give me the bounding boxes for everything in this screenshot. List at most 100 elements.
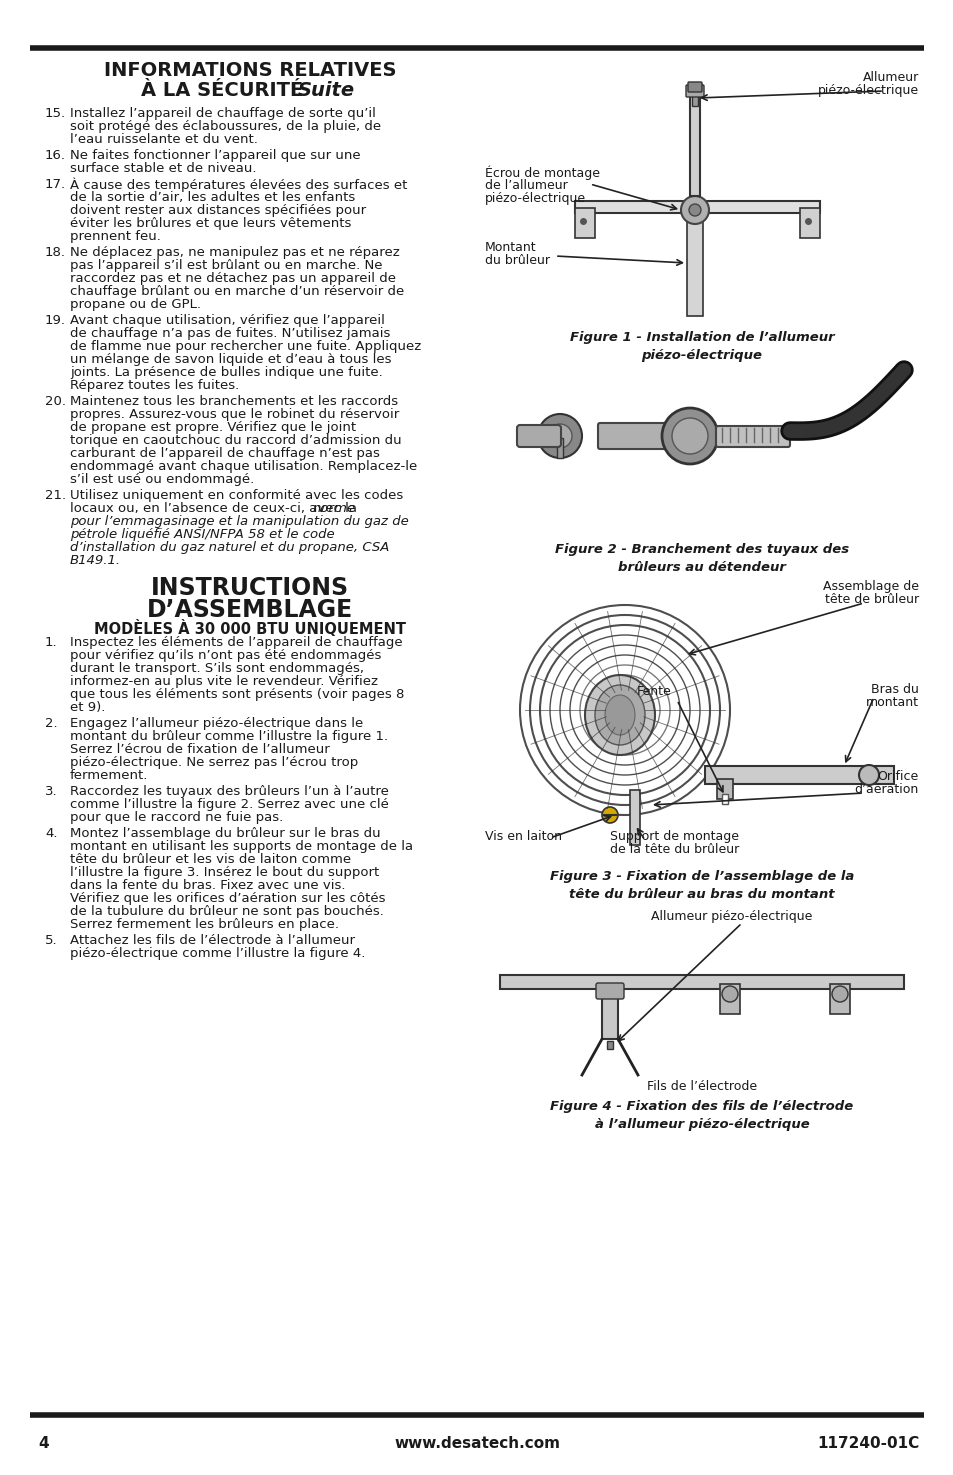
Text: Maintenez tous les branchements et les raccords: Maintenez tous les branchements et les r… <box>70 395 397 409</box>
Text: chauffage brûlant ou en marche d’un réservoir de: chauffage brûlant ou en marche d’un rése… <box>70 285 404 298</box>
Text: du brûleur: du brûleur <box>484 254 550 267</box>
FancyBboxPatch shape <box>598 423 701 448</box>
Text: tête de brûleur: tête de brûleur <box>824 593 918 606</box>
Text: Attachez les fils de l’électrode à l’allumeur: Attachez les fils de l’électrode à l’all… <box>70 934 355 947</box>
Text: tête du brûleur et les vis de laiton comme: tête du brûleur et les vis de laiton com… <box>70 853 351 866</box>
Text: Figure 4 - Fixation des fils de l’électrode
à l’allumeur piézo-électrique: Figure 4 - Fixation des fils de l’électr… <box>550 1100 853 1131</box>
Bar <box>601 984 618 1038</box>
Text: D’ASSEMBLAGE: D’ASSEMBLAGE <box>147 597 353 622</box>
Bar <box>721 794 727 804</box>
Text: propane ou de GPL.: propane ou de GPL. <box>70 298 201 311</box>
Text: locaux ou, en l’absence de ceux-ci, avec la: locaux ou, en l’absence de ceux-ci, avec… <box>70 502 361 515</box>
Text: de chauffage n’a pas de fuites. N’utilisez jamais: de chauffage n’a pas de fuites. N’utilis… <box>70 327 390 341</box>
Text: Bras du: Bras du <box>870 683 918 696</box>
Text: de la tubulure du brûleur ne sont pas bouchés.: de la tubulure du brûleur ne sont pas bo… <box>70 906 383 917</box>
Text: Orifice: Orifice <box>877 770 918 783</box>
Text: doivent rester aux distances spécifiées pour: doivent rester aux distances spécifiées … <box>70 204 366 217</box>
Text: Montez l’assemblage du brûleur sur le bras du: Montez l’assemblage du brûleur sur le br… <box>70 827 380 839</box>
Text: que tous les éléments sont présents (voir pages 8: que tous les éléments sont présents (voi… <box>70 687 404 701</box>
Text: Vis en laiton: Vis en laiton <box>484 830 561 844</box>
Text: 17.: 17. <box>45 178 66 190</box>
Text: À LA SÉCURITÉ: À LA SÉCURITÉ <box>141 81 303 99</box>
Text: 1.: 1. <box>45 636 57 649</box>
Text: raccordez pas et ne détachez pas un appareil de: raccordez pas et ne détachez pas un appa… <box>70 271 395 285</box>
Text: B149.1.: B149.1. <box>70 555 121 566</box>
Text: de l’allumeur: de l’allumeur <box>484 178 567 192</box>
Text: l’eau ruisselante et du vent.: l’eau ruisselante et du vent. <box>70 133 257 146</box>
Bar <box>829 984 849 1013</box>
Text: surface stable et de niveau.: surface stable et de niveau. <box>70 162 256 176</box>
Text: durant le transport. S’ils sont endommagés,: durant le transport. S’ils sont endommag… <box>70 662 364 676</box>
Text: Suite: Suite <box>297 81 355 99</box>
Text: piézo-électrique comme l’illustre la figure 4.: piézo-électrique comme l’illustre la fig… <box>70 947 365 960</box>
Text: Figure 2 - Branchement des tuyaux des
brûleurs au détendeur: Figure 2 - Branchement des tuyaux des br… <box>555 543 848 574</box>
Bar <box>557 438 562 459</box>
Ellipse shape <box>595 684 644 745</box>
Text: comme l’illustre la figure 2. Serrez avec une clé: comme l’illustre la figure 2. Serrez ave… <box>70 798 389 811</box>
Text: piézo-électrique: piézo-électrique <box>484 192 585 205</box>
Text: norme: norme <box>313 502 355 515</box>
Text: Allumeur: Allumeur <box>862 71 918 84</box>
Circle shape <box>680 196 708 224</box>
Bar <box>717 779 732 799</box>
Text: Fente: Fente <box>637 684 671 698</box>
Text: piézo-électrique: piézo-électrique <box>817 84 918 97</box>
Text: propres. Assurez-vous que le robinet du réservoir: propres. Assurez-vous que le robinet du … <box>70 409 399 420</box>
Text: 21.: 21. <box>45 490 66 502</box>
Text: pour vérifiez qu’ils n’ont pas été endommagés: pour vérifiez qu’ils n’ont pas été endom… <box>70 649 381 662</box>
Text: Raccordez les tuyaux des brûleurs l’un à l’autre: Raccordez les tuyaux des brûleurs l’un à… <box>70 785 389 798</box>
Text: de la tête du brûleur: de la tête du brûleur <box>609 844 739 856</box>
Text: Vérifiez que les orifices d’aération sur les côtés: Vérifiez que les orifices d’aération sur… <box>70 892 385 906</box>
Circle shape <box>858 766 878 785</box>
Bar <box>606 1041 613 1049</box>
Text: 4: 4 <box>38 1435 49 1450</box>
Text: Serrez fermement les brûleurs en place.: Serrez fermement les brûleurs en place. <box>70 917 338 931</box>
Text: 19.: 19. <box>45 314 66 327</box>
Text: À cause des températures élevées des surfaces et: À cause des températures élevées des sur… <box>70 178 407 193</box>
Bar <box>499 975 903 990</box>
Text: Figure 3 - Fixation de l’assemblage de la
tête du brûleur au bras du montant: Figure 3 - Fixation de l’assemblage de l… <box>549 870 853 901</box>
Bar <box>691 91 698 106</box>
Text: pas l’appareil s’il est brûlant ou en marche. Ne: pas l’appareil s’il est brûlant ou en ma… <box>70 260 382 271</box>
Text: Avant chaque utilisation, vérifiez que l’appareil: Avant chaque utilisation, vérifiez que l… <box>70 314 384 327</box>
Text: s’il est usé ou endommagé.: s’il est usé ou endommagé. <box>70 473 254 485</box>
Text: Ne faites fonctionner l’appareil que sur une: Ne faites fonctionner l’appareil que sur… <box>70 149 360 162</box>
Text: montant: montant <box>865 696 918 709</box>
Text: joints. La présence de bulles indique une fuite.: joints. La présence de bulles indique un… <box>70 366 382 379</box>
Bar <box>629 791 639 845</box>
Text: d’installation du gaz naturel et du propane, CSA: d’installation du gaz naturel et du prop… <box>70 541 389 555</box>
Circle shape <box>688 204 700 215</box>
Text: torique en caoutchouc du raccord d’admission du: torique en caoutchouc du raccord d’admis… <box>70 434 401 447</box>
Text: montant en utilisant les supports de montage de la: montant en utilisant les supports de mon… <box>70 839 413 853</box>
Text: de la sortie d’air, les adultes et les enfants: de la sortie d’air, les adultes et les e… <box>70 190 355 204</box>
Text: Fils de l’électrode: Fils de l’électrode <box>646 1080 757 1093</box>
Text: de propane est propre. Vérifiez que le joint: de propane est propre. Vérifiez que le j… <box>70 420 355 434</box>
Text: Serrez l’écrou de fixation de l’allumeur: Serrez l’écrou de fixation de l’allumeur <box>70 743 330 757</box>
Text: pour que le raccord ne fuie pas.: pour que le raccord ne fuie pas. <box>70 811 283 825</box>
Ellipse shape <box>604 695 635 735</box>
Text: Utilisez uniquement en conformité avec les codes: Utilisez uniquement en conformité avec l… <box>70 490 403 502</box>
Text: piézo-électrique. Ne serrez pas l’écrou trop: piézo-électrique. Ne serrez pas l’écrou … <box>70 757 358 768</box>
Text: éviter les brûlures et que leurs vêtements: éviter les brûlures et que leurs vêtemen… <box>70 217 351 230</box>
Text: l’illustre la figure 3. Insérez le bout du support: l’illustre la figure 3. Insérez le bout … <box>70 866 379 879</box>
Circle shape <box>661 409 718 465</box>
Text: 16.: 16. <box>45 149 66 162</box>
Bar <box>575 208 595 237</box>
Text: 5.: 5. <box>45 934 57 947</box>
Text: Réparez toutes les fuites.: Réparez toutes les fuites. <box>70 379 239 392</box>
FancyBboxPatch shape <box>685 86 703 97</box>
Text: et 9).: et 9). <box>70 701 105 714</box>
Text: Ne déplacez pas, ne manipulez pas et ne réparez: Ne déplacez pas, ne manipulez pas et ne … <box>70 246 399 260</box>
Text: INSTRUCTIONS: INSTRUCTIONS <box>151 577 349 600</box>
Circle shape <box>601 807 618 823</box>
Text: Support de montage: Support de montage <box>609 830 739 844</box>
Text: prennent feu.: prennent feu. <box>70 230 161 243</box>
Polygon shape <box>575 201 820 212</box>
Circle shape <box>671 417 707 454</box>
Ellipse shape <box>584 676 655 755</box>
Circle shape <box>537 414 581 459</box>
Text: de flamme nue pour rechercher une fuite. Appliquez: de flamme nue pour rechercher une fuite.… <box>70 341 421 353</box>
Text: 20.: 20. <box>45 395 66 409</box>
Circle shape <box>831 985 847 1002</box>
Text: carburant de l’appareil de chauffage n’est pas: carburant de l’appareil de chauffage n’e… <box>70 447 379 460</box>
